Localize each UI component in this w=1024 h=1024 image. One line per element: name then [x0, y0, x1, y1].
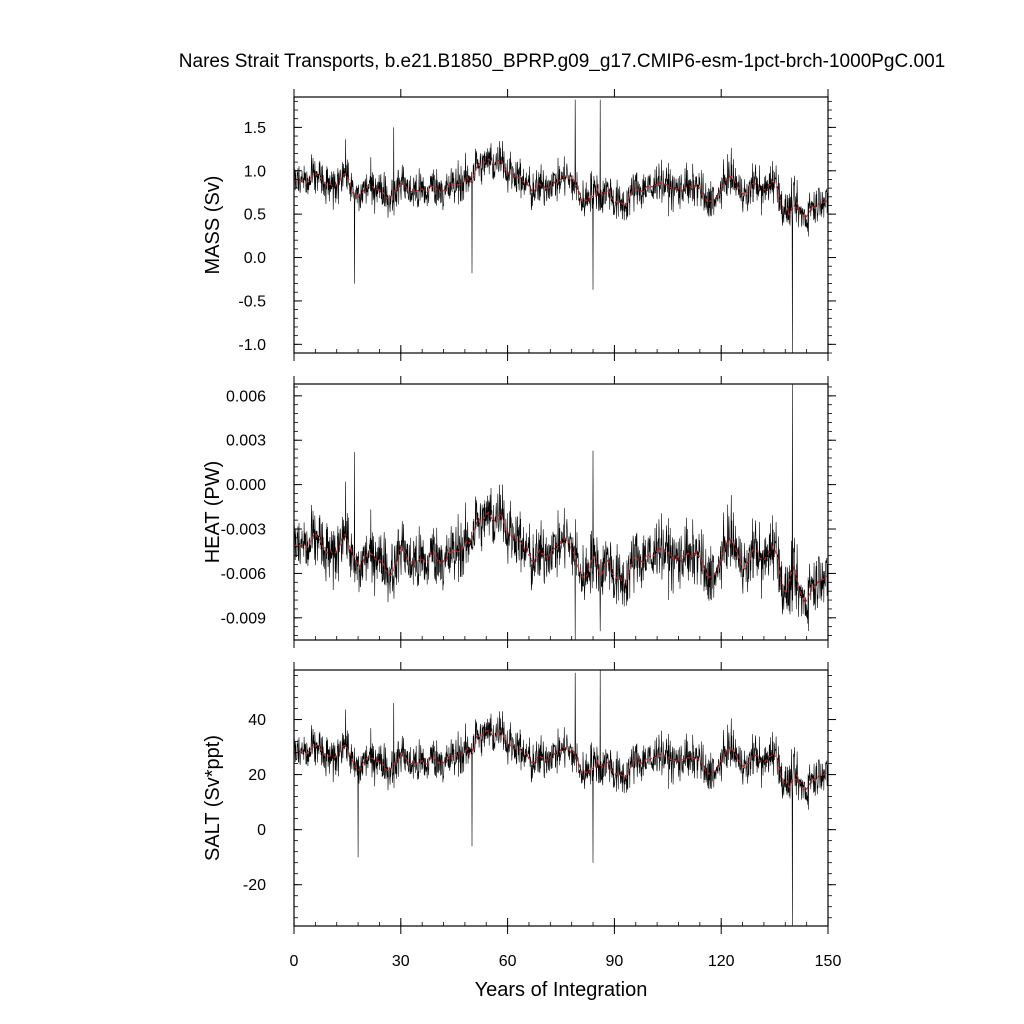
- panel-1: -0.009 -0.006 -0.003 0.000 0.003 0.006 HEAT (P…: [202, 376, 836, 648]
- y-tick-label: -0.009: [221, 610, 266, 627]
- x-axis-label: Years of Integration: [475, 979, 648, 1001]
- y-tick-label: 1.0: [244, 163, 266, 180]
- x-tick-label: 30: [392, 953, 410, 970]
- y-tick-label: -0.006: [221, 566, 266, 583]
- y-tick-label: 0.5: [244, 207, 266, 224]
- y-axis-label: MASS (Sv): [202, 176, 224, 275]
- y-tick-label: 0.006: [226, 388, 266, 405]
- x-tick-label: 150: [815, 953, 842, 970]
- chart-title: Nares Strait Transports, b.e21.B1850_BPR…: [179, 51, 945, 72]
- y-axis-label: HEAT (PW): [202, 461, 224, 564]
- y-tick-label: 0.000: [226, 477, 266, 494]
- y-tick-label: -0.5: [238, 293, 266, 310]
- y-tick-label: 0.0: [244, 250, 266, 267]
- x-tick-label: 90: [606, 953, 624, 970]
- series-line-smoothed: [293, 511, 828, 606]
- panel-frame: [293, 669, 829, 927]
- y-tick-label: -20: [243, 877, 266, 894]
- panel-2: -20 0 20 40 SALT (Sv*ppt): [202, 662, 836, 934]
- x-tick-label: 60: [499, 953, 517, 970]
- x-tick-label: 0: [290, 953, 299, 970]
- y-tick-label: 0: [257, 822, 266, 839]
- series-line-smoothed: [293, 158, 828, 220]
- y-tick-label: -0.003: [221, 522, 266, 539]
- y-tick-label: 40: [248, 712, 266, 729]
- panel-0: -1.0 -0.5 0.0 0.5 1.0 1.5 MASS (Sv): [202, 89, 836, 361]
- series-line-smoothed: [293, 729, 828, 793]
- panel-frame: [293, 383, 829, 641]
- panel-frame: [293, 96, 829, 354]
- y-axis-label: SALT (Sv*ppt): [202, 735, 224, 861]
- y-tick-label: -1.0: [238, 337, 266, 354]
- series-line-raw: [293, 383, 828, 641]
- y-tick-label: 20: [248, 767, 266, 784]
- series-line-raw: [293, 669, 828, 927]
- y-tick-label: 0.003: [226, 433, 266, 450]
- x-tick-label: 120: [708, 953, 735, 970]
- y-tick-label: 1.5: [244, 120, 266, 137]
- series-line-raw: [293, 99, 828, 354]
